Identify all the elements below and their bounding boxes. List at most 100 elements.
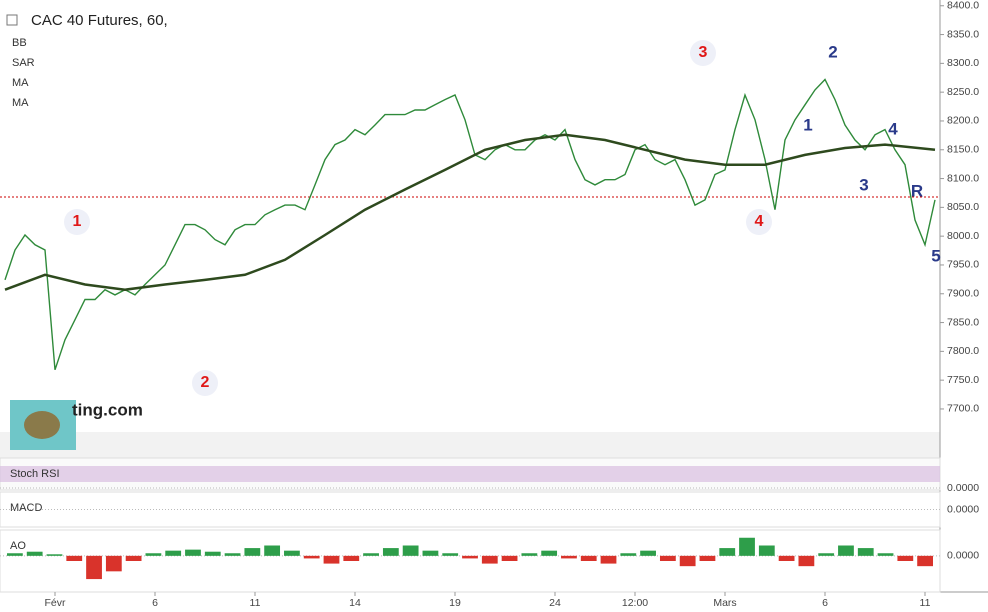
ao-bar	[561, 555, 577, 559]
y-tick-label: 8200.0	[947, 115, 979, 127]
wave-label: 2	[201, 374, 210, 391]
wave-label: 5	[931, 246, 940, 265]
ao-bar	[917, 555, 933, 567]
annotation-badge	[690, 40, 716, 66]
indicator-label[interactable]: MA	[12, 77, 29, 89]
x-tick-label: 11	[920, 597, 931, 609]
ao-bar	[125, 555, 142, 561]
ao-bar	[105, 555, 122, 572]
y-tick-label: 8400.0	[947, 0, 979, 12]
logo-figure	[24, 411, 60, 439]
annotation-badge	[746, 209, 772, 235]
series-line	[4, 78, 936, 371]
ao-bar	[679, 555, 696, 567]
wave-label: 4	[888, 119, 898, 138]
ao-bar	[897, 555, 914, 561]
y-tick-label: 8350.0	[947, 28, 979, 40]
y-tick-label: 0.0000	[947, 482, 979, 494]
ao-bar	[284, 550, 300, 556]
collapse-icon[interactable]	[6, 14, 18, 26]
ao-bar	[719, 548, 736, 556]
ao-bar	[185, 549, 201, 556]
y-tick-label: 8050.0	[947, 201, 979, 213]
ao-bar	[204, 551, 221, 556]
ao-bar	[7, 553, 23, 556]
ao-bar	[758, 545, 775, 556]
wave-label: 3	[699, 44, 708, 61]
wave-label: R	[911, 181, 923, 200]
x-tick-label: 12:00	[622, 597, 648, 609]
y-tick-label: 7850.0	[947, 316, 979, 328]
ao-bar	[303, 555, 320, 559]
ao-bar	[778, 555, 795, 561]
ao-bar	[422, 550, 439, 556]
ao-bar	[145, 553, 162, 556]
ao-bar	[442, 553, 459, 556]
y-tick-label: 7700.0	[947, 403, 979, 415]
ao-bar	[481, 555, 498, 564]
panel-title: AO	[10, 540, 26, 552]
indicator-label[interactable]: BB	[12, 37, 27, 49]
ao-bar	[382, 548, 399, 556]
y-tick-label: 8250.0	[947, 86, 979, 98]
x-tick-label: 24	[549, 597, 561, 609]
ao-bar	[46, 554, 63, 556]
symbol-title: CAC 40 Futures, 60,	[31, 12, 168, 29]
y-tick-label: 7950.0	[947, 259, 979, 271]
panel-title: MACD	[10, 502, 42, 514]
ao-bar	[244, 548, 261, 556]
annotation-badge	[192, 370, 218, 396]
y-tick-label: 7750.0	[947, 374, 979, 386]
ao-bar	[323, 555, 340, 564]
y-tick-label: 0.0000	[947, 503, 979, 515]
y-tick-label: 7800.0	[947, 345, 979, 357]
ao-bar	[402, 545, 419, 556]
ao-bar	[26, 551, 43, 556]
ao-bar	[838, 545, 854, 556]
ao-bar	[363, 553, 379, 556]
panel-title: Stoch RSI	[10, 468, 60, 480]
ao-bar	[521, 553, 538, 556]
ao-bar	[877, 553, 894, 556]
ao-bar	[600, 555, 617, 564]
ao-bar	[224, 553, 241, 556]
separator	[0, 432, 940, 458]
ao-bar	[659, 555, 676, 561]
ao-bar	[640, 550, 656, 556]
y-tick-label: 7900.0	[947, 288, 979, 300]
y-tick-label: 8100.0	[947, 172, 979, 184]
ao-bar	[620, 553, 637, 556]
annotation-badge	[64, 209, 90, 235]
indicator-label[interactable]: MA	[12, 97, 29, 109]
ao-bar	[798, 555, 815, 567]
y-tick-label: 8300.0	[947, 57, 979, 69]
ao-bar	[462, 555, 478, 559]
ao-bar	[818, 553, 835, 556]
series-line	[4, 133, 936, 291]
ao-bar	[501, 555, 518, 561]
wave-label: 1	[803, 115, 812, 134]
ao-bar	[857, 548, 874, 556]
x-tick-label: 11	[250, 597, 261, 609]
x-tick-label: 19	[449, 597, 461, 609]
x-tick-label: 6	[822, 597, 828, 609]
indicator-label[interactable]: SAR	[12, 57, 35, 69]
ao-bar	[66, 555, 83, 561]
ao-bar	[739, 537, 755, 556]
x-tick-label: 14	[349, 597, 361, 609]
ao-bar	[86, 555, 102, 580]
wave-label: 2	[828, 42, 837, 61]
x-tick-label: Févr	[45, 597, 67, 609]
watermark: ting.com	[72, 400, 143, 419]
ao-bar	[264, 545, 281, 556]
ao-bar	[541, 550, 558, 556]
wave-label: 4	[755, 213, 764, 230]
y-tick-label: 8000.0	[947, 230, 979, 242]
ao-bar	[343, 555, 360, 561]
ao-bar	[699, 555, 716, 561]
wave-label: 1	[73, 213, 82, 230]
stoch-band	[0, 466, 940, 482]
